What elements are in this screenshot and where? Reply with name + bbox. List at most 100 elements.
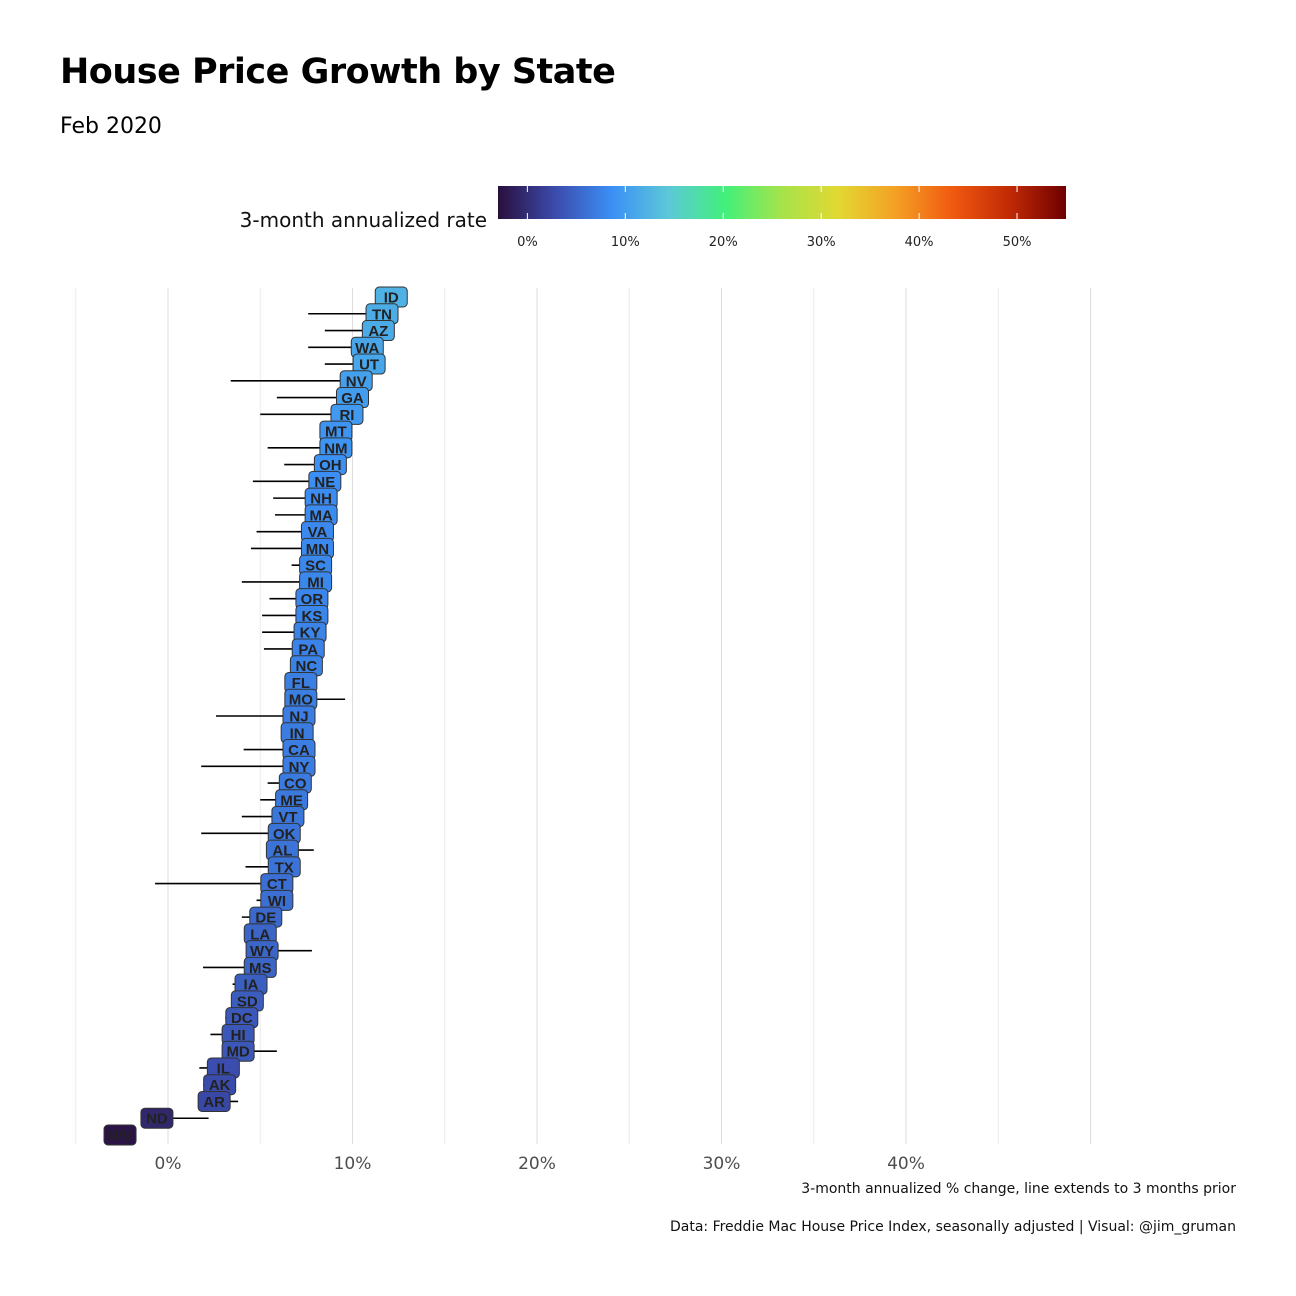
state-label: MD <box>221 1040 255 1062</box>
state-label: TN <box>365 303 399 325</box>
state-label: ND <box>140 1107 174 1129</box>
state-label: GA <box>336 387 369 409</box>
chart-title: House Price Growth by State <box>60 52 616 92</box>
state-label-text: VT <box>278 809 297 826</box>
x-axis-ticks: 0% 10% 20% 30% 40% <box>155 1154 925 1174</box>
state-label-text: NJ <box>289 709 308 726</box>
state-label-text: NC <box>296 658 318 675</box>
state-label: NV <box>339 370 373 392</box>
state-label-text: NE <box>314 474 335 491</box>
legend-tick-label: 20% <box>709 235 738 250</box>
state-label-text: ND <box>146 1111 168 1128</box>
state-label: CA <box>282 739 316 761</box>
state-label: OK <box>267 822 301 844</box>
state-label: AR <box>197 1090 231 1112</box>
state-label-text: WY <box>250 943 274 960</box>
state-label-text: KY <box>300 625 321 642</box>
state-label-text: UT <box>359 357 379 374</box>
state-label-text: FL <box>292 675 310 692</box>
state-label: MS <box>243 956 277 978</box>
state-label: WV <box>103 1124 137 1146</box>
state-label-text: WI <box>268 893 286 910</box>
state-label-text: ME <box>280 792 303 809</box>
state-label: DC <box>225 1007 259 1029</box>
legend-colorbar <box>498 186 1066 219</box>
state-label-text: AZ <box>368 323 388 340</box>
state-label: AK <box>203 1074 237 1096</box>
state-label-text: TX <box>275 859 294 876</box>
state-label-text: CT <box>267 876 287 893</box>
state-label: WY <box>245 940 279 962</box>
state-label-text: AR <box>203 1094 225 1111</box>
state-label: VT <box>271 806 305 828</box>
state-label: LA <box>243 923 277 945</box>
state-label-text: NM <box>324 440 347 457</box>
state-label: RI <box>330 403 364 425</box>
state-label-text: WA <box>355 340 379 357</box>
legend-title: 3-month annualized rate <box>240 208 487 232</box>
state-label-text: LA <box>250 926 270 943</box>
state-label-box <box>103 1124 137 1146</box>
x-tick-label: 20% <box>518 1154 556 1174</box>
state-label: HI <box>221 1023 255 1045</box>
state-label-text: NY <box>289 759 310 776</box>
state-label: FL <box>284 671 318 693</box>
state-label-text: CO <box>284 776 307 793</box>
state-label-text: DE <box>255 910 276 927</box>
state-label: NY <box>282 755 316 777</box>
state-label-text: RI <box>339 407 354 424</box>
state-label: IA <box>234 973 268 995</box>
state-labels: IDTNAZWAUTNVGARIMTNMOHNENHMAVAMNSCMIORKS… <box>103 286 408 1146</box>
state-label: IL <box>206 1057 240 1079</box>
state-label: NC <box>289 655 323 677</box>
state-label: DE <box>249 906 283 928</box>
state-label-text: IA <box>244 977 259 994</box>
x-tick-label: 10% <box>334 1154 372 1174</box>
state-label-text: MD <box>226 1044 249 1061</box>
state-label: CT <box>260 873 294 895</box>
x-tick-label: 40% <box>887 1154 925 1174</box>
state-label: ID <box>374 286 408 308</box>
state-label-text: GA <box>341 390 364 407</box>
chart-subtitle: Feb 2020 <box>60 114 162 139</box>
state-label: NE <box>308 470 342 492</box>
state-label: KS <box>295 604 329 626</box>
state-label-text: ID <box>384 290 399 307</box>
state-label: CO <box>278 772 312 794</box>
state-label-text: HI <box>231 1027 246 1044</box>
state-label-text: VA <box>308 524 328 541</box>
state-label: NH <box>304 487 338 509</box>
state-label-text: IN <box>290 725 305 742</box>
state-label: SC <box>299 554 333 576</box>
state-label-text: NH <box>310 491 332 508</box>
state-label: WA <box>350 336 384 358</box>
state-label: OR <box>295 588 329 610</box>
state-label-text: AK <box>209 1077 231 1094</box>
legend-tick-label: 0% <box>517 235 538 250</box>
state-label-text: PA <box>298 641 318 658</box>
state-label-text: CA <box>288 742 310 759</box>
state-label-text: KS <box>301 608 322 625</box>
state-label-box <box>197 1090 231 1112</box>
state-label: VA <box>300 521 334 543</box>
state-label-text: IL <box>217 1060 230 1077</box>
state-label: MA <box>304 504 338 526</box>
state-label: MO <box>284 688 318 710</box>
state-label: AL <box>265 839 299 861</box>
state-label: AZ <box>361 320 395 342</box>
state-label-text: AL <box>272 843 292 860</box>
legend-tick-label: 40% <box>905 235 934 250</box>
state-label-text: MA <box>309 507 332 524</box>
legend-tick-label: 50% <box>1003 235 1032 250</box>
legend-tick-label: 10% <box>611 235 640 250</box>
state-label-text: WV <box>108 1128 132 1145</box>
legend-tick-label: 30% <box>807 235 836 250</box>
state-label-text: DC <box>231 1010 253 1027</box>
state-label-text: TN <box>372 306 392 323</box>
state-label: PA <box>291 638 325 660</box>
state-label-text: MO <box>289 692 313 709</box>
state-label: KY <box>293 621 327 643</box>
state-label-text: MS <box>249 960 272 977</box>
caption: Data: Freddie Mac House Price Index, sea… <box>670 1219 1236 1235</box>
state-label-box <box>140 1107 174 1129</box>
